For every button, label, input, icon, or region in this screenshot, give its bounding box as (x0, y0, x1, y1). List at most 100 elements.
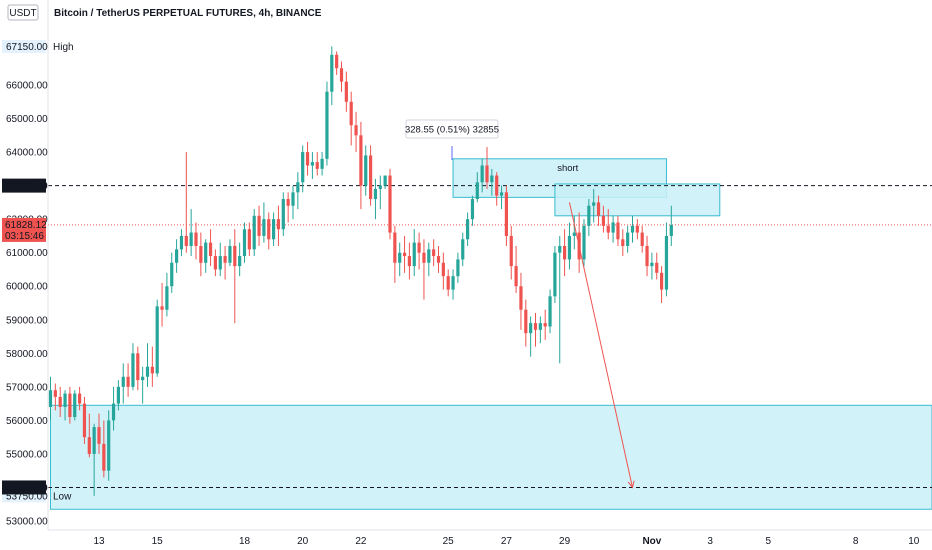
candle[interactable] (509, 225, 513, 280)
candle[interactable] (490, 168, 494, 196)
candle[interactable] (475, 172, 479, 203)
candle[interactable] (626, 225, 630, 253)
candle[interactable] (495, 172, 499, 206)
candle[interactable] (339, 61, 344, 92)
candle[interactable] (548, 289, 552, 334)
candle[interactable] (451, 269, 455, 300)
candle[interactable] (208, 229, 213, 267)
candle[interactable] (611, 215, 615, 243)
candle[interactable] (480, 158, 484, 193)
candle[interactable] (257, 205, 261, 246)
candle[interactable] (596, 195, 601, 226)
candle[interactable] (407, 242, 411, 280)
candle[interactable] (354, 111, 358, 153)
candle[interactable] (364, 145, 368, 196)
candle[interactable] (621, 229, 625, 257)
candle[interactable] (242, 222, 247, 263)
candle[interactable] (320, 152, 324, 176)
candle[interactable] (563, 229, 567, 277)
candle[interactable] (87, 413, 91, 458)
candle[interactable] (655, 252, 659, 280)
candle[interactable] (402, 235, 407, 273)
candle[interactable] (179, 229, 184, 257)
candle[interactable] (359, 121, 363, 210)
candle[interactable] (97, 413, 101, 454)
candle[interactable] (383, 175, 387, 189)
candle[interactable] (650, 252, 654, 280)
projection-arrow-line[interactable] (568, 202, 633, 488)
candle[interactable] (199, 232, 203, 277)
candle[interactable] (398, 242, 402, 277)
candle[interactable] (616, 215, 620, 246)
candle[interactable] (145, 343, 150, 387)
candle[interactable] (558, 235, 562, 364)
candle[interactable] (538, 316, 542, 344)
candle[interactable] (436, 245, 441, 273)
candle[interactable] (572, 215, 576, 250)
time-axis[interactable]: 13 15 18 20 22 25 27 29 Nov 3 5 8 10 (93, 536, 919, 547)
candle[interactable] (446, 269, 450, 297)
candle[interactable] (82, 396, 87, 444)
candle[interactable] (315, 152, 319, 176)
candle[interactable] (640, 225, 644, 253)
candle[interactable] (218, 242, 222, 277)
candle[interactable] (58, 386, 62, 418)
candle[interactable] (228, 239, 232, 267)
candle[interactable] (485, 147, 489, 189)
candle[interactable] (68, 386, 72, 424)
candle[interactable] (53, 383, 57, 411)
candle[interactable] (645, 235, 649, 277)
candle[interactable] (233, 229, 237, 324)
candle[interactable] (213, 249, 217, 277)
candle[interactable] (267, 212, 271, 250)
candle[interactable] (606, 209, 610, 240)
candle[interactable] (344, 71, 348, 112)
candle[interactable] (417, 232, 421, 270)
candle[interactable] (281, 192, 285, 236)
candle[interactable] (160, 282, 164, 327)
candle[interactable] (601, 205, 605, 233)
candle[interactable] (533, 313, 538, 347)
candle[interactable] (373, 178, 378, 220)
candle[interactable] (441, 252, 445, 290)
candle[interactable] (247, 222, 251, 257)
candle[interactable] (393, 225, 397, 283)
candle[interactable] (102, 420, 106, 478)
candle[interactable] (669, 205, 673, 246)
candle[interactable] (529, 316, 533, 357)
candle[interactable] (296, 172, 300, 210)
candle[interactable] (349, 91, 353, 146)
candle[interactable] (194, 222, 198, 260)
candle[interactable] (48, 376, 53, 421)
candle[interactable] (252, 209, 256, 257)
candle[interactable] (388, 168, 392, 240)
candle[interactable] (291, 185, 295, 220)
candle[interactable] (276, 205, 281, 246)
candle[interactable] (204, 239, 208, 273)
candle[interactable] (223, 245, 227, 280)
candle[interactable] (136, 346, 140, 391)
candle[interactable] (422, 239, 426, 300)
candle[interactable] (262, 202, 266, 243)
candle[interactable] (111, 386, 116, 431)
candle[interactable] (553, 245, 557, 303)
candle[interactable] (582, 219, 586, 267)
candle[interactable] (325, 81, 329, 166)
candle[interactable] (170, 252, 174, 293)
candle[interactable] (412, 229, 416, 277)
candle[interactable] (175, 239, 179, 273)
candle[interactable] (126, 363, 130, 397)
candle[interactable] (456, 252, 460, 283)
candle[interactable] (660, 266, 664, 303)
candle[interactable] (466, 212, 470, 246)
candle[interactable] (150, 346, 154, 387)
candle[interactable] (592, 188, 596, 223)
candle[interactable] (78, 386, 82, 411)
candle[interactable] (310, 152, 314, 179)
candle[interactable] (543, 309, 547, 340)
candle[interactable] (664, 222, 669, 297)
candle[interactable] (165, 272, 169, 317)
candle[interactable] (470, 195, 475, 226)
candle[interactable] (499, 185, 504, 210)
